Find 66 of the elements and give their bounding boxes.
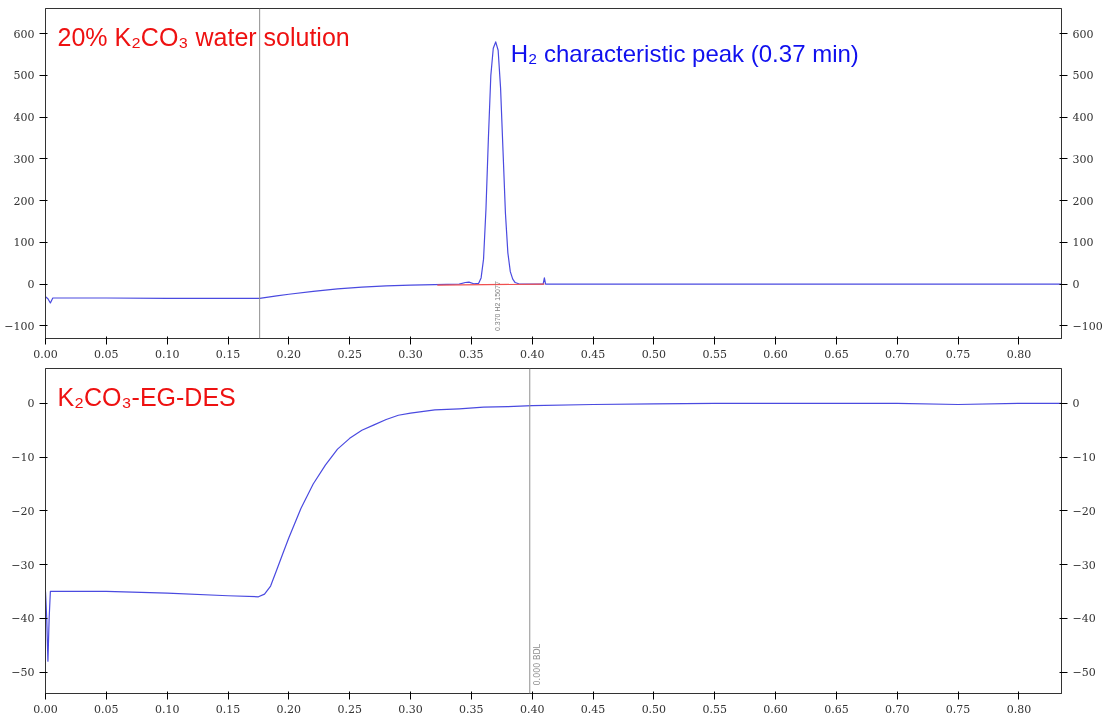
y-tick-label: 400 bbox=[13, 111, 35, 125]
y-tick-label: −40 bbox=[11, 612, 35, 626]
y-tick-label: −50 bbox=[11, 666, 35, 680]
y-tick-label: −20 bbox=[11, 504, 35, 518]
x-tick-label: 0.70 bbox=[884, 702, 910, 716]
x-tick-label: 0.15 bbox=[215, 347, 241, 361]
x-tick-label: 0.20 bbox=[276, 347, 302, 361]
x-tick-label: 0.80 bbox=[1006, 347, 1032, 361]
y2-tick-label: 400 bbox=[1072, 111, 1094, 125]
y2-tick-label: −20 bbox=[1072, 504, 1096, 518]
annotation: H₂ characteristic peak (0.37 min) bbox=[510, 39, 859, 67]
x-tick-label: 0.10 bbox=[154, 702, 180, 716]
y-tick-label: 100 bbox=[13, 236, 35, 250]
y-tick-label: 0 bbox=[27, 278, 35, 292]
y2-tick-label: 300 bbox=[1072, 152, 1094, 166]
x-tick-label: 0.05 bbox=[94, 347, 119, 361]
y-tick-label: 300 bbox=[13, 152, 35, 166]
y-tick-label: 0 bbox=[27, 397, 35, 411]
text: 20% K₂CO₃ water solution bbox=[57, 22, 350, 51]
x-tick-label: 0.35 bbox=[459, 347, 484, 361]
x-tick-label: 0.40 bbox=[519, 347, 545, 361]
x-tick-label: 0.55 bbox=[702, 347, 727, 361]
x-tick-label: 0.75 bbox=[945, 702, 971, 716]
x-tick-label: 0.60 bbox=[763, 347, 788, 361]
x-tick-label: 0.30 bbox=[398, 702, 423, 716]
x-tick-label: 0.25 bbox=[337, 347, 362, 361]
y2-tick-label: −100 bbox=[1072, 319, 1103, 333]
y2-tick-label: 500 bbox=[1072, 69, 1094, 83]
x-tick-label: 0.30 bbox=[398, 347, 423, 361]
x-tick-label: 0.65 bbox=[824, 702, 849, 716]
y-tick-label: 600 bbox=[13, 27, 35, 41]
ref-line-label: 0.000 BDL bbox=[532, 643, 542, 686]
y2-tick-label: −40 bbox=[1072, 612, 1096, 626]
x-tick-label: 0.70 bbox=[884, 347, 910, 361]
y-tick-label: 500 bbox=[13, 69, 35, 83]
y2-tick-label: 600 bbox=[1072, 27, 1094, 41]
y2-tick-label: 0 bbox=[1072, 397, 1080, 411]
x-tick-label: 0.25 bbox=[337, 702, 362, 716]
x-tick-label: 0.00 bbox=[33, 347, 58, 361]
x-tick-label: 0.60 bbox=[763, 702, 788, 716]
y2-tick-label: 200 bbox=[1072, 194, 1094, 208]
x-tick-label: 0.15 bbox=[215, 702, 241, 716]
x-tick-label: 0.50 bbox=[641, 702, 667, 716]
y-tick-label: −30 bbox=[11, 558, 35, 572]
y2-tick-label: −10 bbox=[1072, 451, 1096, 465]
x-tick-label: 0.00 bbox=[33, 702, 58, 716]
text: K₂CO₃-EG-DES bbox=[57, 382, 236, 411]
x-tick-label: 0.45 bbox=[580, 347, 606, 361]
x-tick-label: 0.20 bbox=[276, 702, 302, 716]
x-tick-label: 0.50 bbox=[641, 347, 667, 361]
y2-tick-label: −50 bbox=[1072, 666, 1096, 680]
x-tick-label: 0.05 bbox=[94, 702, 119, 716]
y2-tick-label: −30 bbox=[1072, 558, 1096, 572]
x-tick-label: 0.55 bbox=[702, 702, 727, 716]
x-tick-label: 0.40 bbox=[519, 702, 545, 716]
y-tick-label: −10 bbox=[11, 451, 35, 465]
x-tick-label: 0.75 bbox=[945, 347, 971, 361]
x-tick-label: 0.10 bbox=[154, 347, 180, 361]
y2-tick-label: 0 bbox=[1072, 278, 1080, 292]
x-tick-label: 0.35 bbox=[459, 702, 484, 716]
y-tick-label: 200 bbox=[13, 194, 35, 208]
y2-tick-label: 100 bbox=[1072, 236, 1094, 250]
x-tick-label: 0.65 bbox=[824, 347, 849, 361]
x-tick-label: 0.45 bbox=[580, 702, 606, 716]
x-tick-label: 0.80 bbox=[1006, 702, 1032, 716]
y-tick-label: −100 bbox=[4, 319, 35, 333]
